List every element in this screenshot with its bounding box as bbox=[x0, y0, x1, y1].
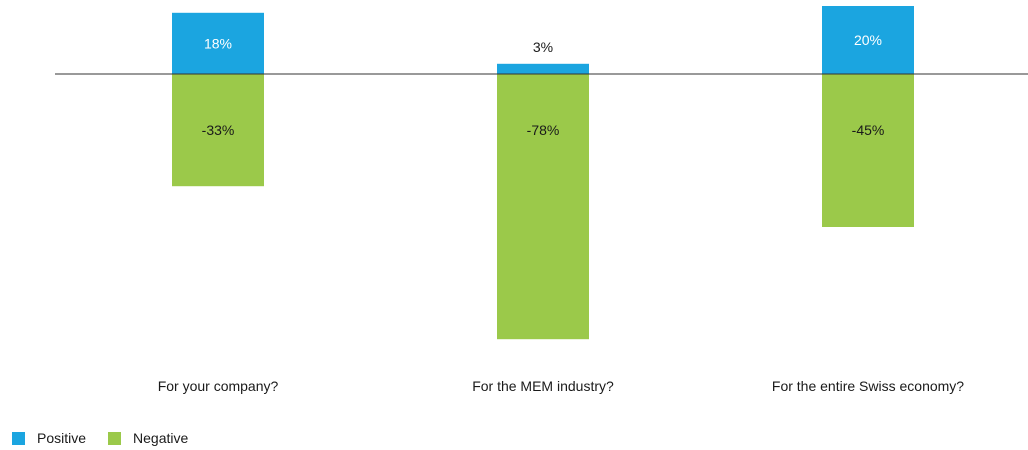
legend-item-negative: Negative bbox=[108, 430, 188, 446]
legend-item-positive: Positive bbox=[12, 430, 86, 446]
data-label-negative-swiss-economy: -45% bbox=[852, 122, 885, 138]
category-label-mem-industry: For the MEM industry? bbox=[472, 378, 614, 394]
data-label-positive-swiss-economy: 20% bbox=[854, 32, 882, 48]
legend-label-positive: Positive bbox=[37, 430, 87, 446]
legend-swatch-positive bbox=[12, 431, 25, 445]
bar-negative-mem-industry bbox=[497, 74, 589, 340]
legend-swatch-negative bbox=[108, 431, 122, 445]
legend: Positive Negative bbox=[12, 430, 210, 446]
bar-negative-company bbox=[172, 74, 264, 187]
data-label-negative-company: -33% bbox=[202, 122, 235, 138]
bars-group bbox=[172, 6, 914, 340]
data-label-negative-mem-industry: -78% bbox=[527, 122, 560, 138]
bar-positive-swiss-economy bbox=[822, 6, 914, 74]
bar-negative-swiss-economy bbox=[822, 74, 914, 227]
data-label-positive-mem-industry: 3% bbox=[533, 39, 553, 55]
category-label-swiss-economy: For the entire Swiss economy? bbox=[771, 378, 965, 394]
bar-positive-mem-industry bbox=[497, 63, 589, 74]
category-label-company: For your company? bbox=[157, 378, 279, 394]
data-labels-group: 18% 3% 20% -33% -78% -45% bbox=[202, 32, 885, 138]
legend-label-negative: Negative bbox=[133, 430, 189, 446]
bar-positive-company bbox=[172, 12, 264, 75]
data-label-positive-company: 18% bbox=[204, 35, 232, 51]
